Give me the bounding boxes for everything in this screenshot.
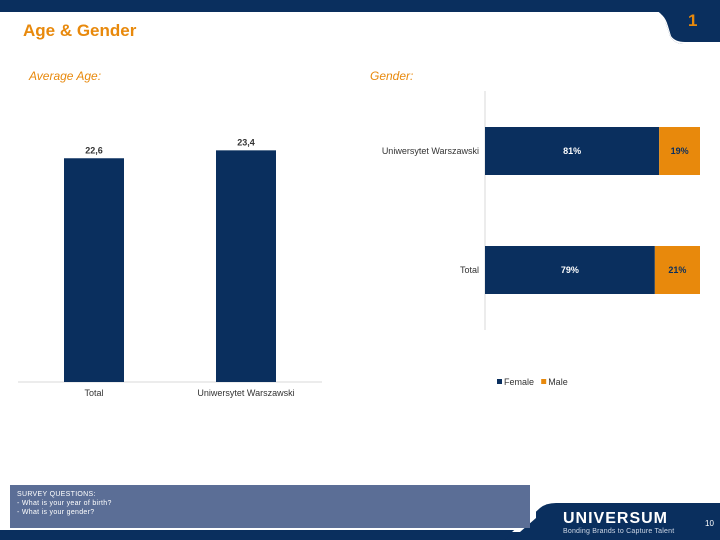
survey-questions-box [10,485,530,528]
gender-bar-segment [659,127,700,175]
age-tick-label: Total [84,388,103,398]
gender-chart-title: Gender: [370,69,414,83]
gender-category-label: Total [460,265,479,275]
gender-bar-segment [654,246,700,294]
gender-category-label: Uniwersytet Warszawski [382,146,479,156]
gender-bar-segment [485,127,660,175]
survey-title: SURVEY QUESTIONS: [17,491,96,498]
gender-bar-segment [485,246,655,294]
survey-question-2: - What is your gender? [17,509,95,516]
universum-logo: UNIVERSUM [563,510,669,527]
age-bar-chart: 22,6 Total 23,4 Uniwersytet Warszawski [18,137,322,398]
logo-tagline: Bonding Brands to Capture Talent [563,528,675,535]
gender-data-label: 79% [561,265,579,275]
age-chart-title: Average Age: [29,69,102,83]
survey-question-1: - What is your year of birth? [17,500,112,507]
age-tick-label: Uniwersytet Warszawski [197,388,294,398]
footer-band [0,485,720,540]
gender-data-label: 19% [671,146,689,156]
legend-label: Male [548,377,568,387]
slide-number: 1 [688,11,698,30]
age-data-label: 23,4 [237,137,255,147]
page-title: Age & Gender [23,21,137,40]
slide-number-tab [640,0,720,44]
page-number: 10 [705,519,714,528]
gender-stacked-bar-chart: Uniwersytet Warszawski 81% 19% Total 79% 21% F… [382,91,700,387]
top-bar [0,0,720,12]
legend-label: Female [504,377,534,387]
gender-data-label: 81% [563,146,581,156]
legend-swatch [497,379,502,384]
gender-data-label: 21% [668,265,686,275]
legend-swatch [541,379,547,384]
age-bar [64,158,124,382]
age-bar [216,150,276,382]
age-data-label: 22,6 [85,145,103,155]
